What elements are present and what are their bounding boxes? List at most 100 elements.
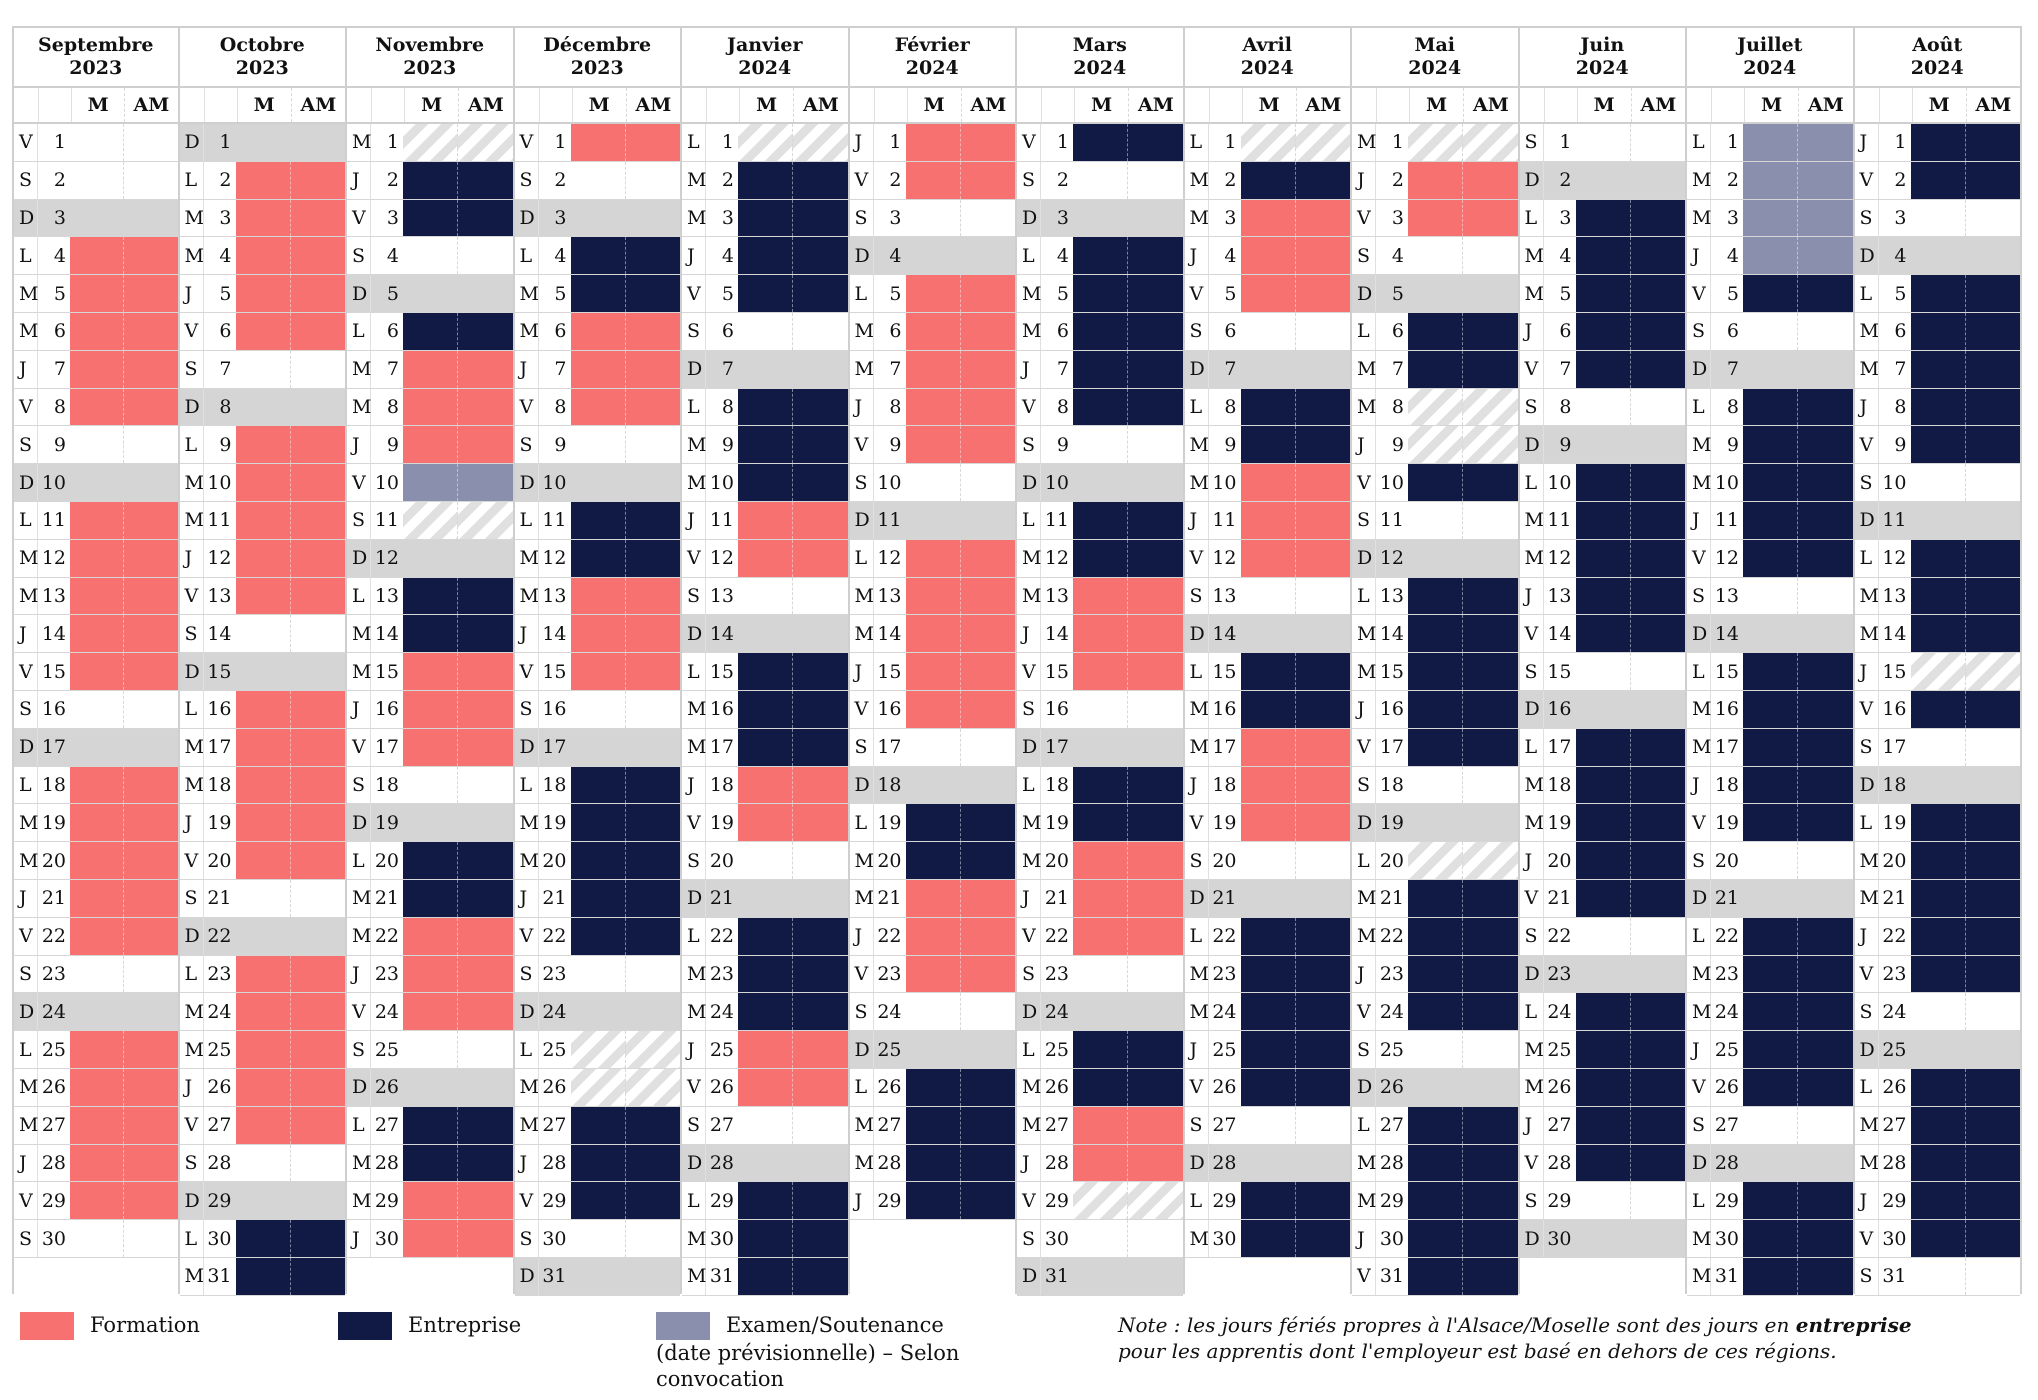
- morning-slot: [403, 993, 459, 1031]
- weekday-letter: M: [14, 313, 38, 350]
- weekday-letter: M: [1855, 313, 1879, 350]
- afternoon-slot: [290, 313, 345, 350]
- day-number: 4: [219, 244, 232, 267]
- day-number: 3: [219, 206, 232, 229]
- day-number: 10: [41, 471, 66, 494]
- morning-slot: [1408, 161, 1464, 199]
- day-row: S 10: [849, 464, 1015, 502]
- weekday-letter: M: [1855, 1144, 1879, 1182]
- day-number: 8: [386, 395, 399, 418]
- afternoon-slot: [124, 162, 177, 199]
- weekday-letter: M: [347, 880, 371, 917]
- afternoon-slot: [1798, 728, 1853, 766]
- afternoon-slot: [1630, 766, 1685, 804]
- day-row: V 22: [1017, 917, 1183, 956]
- weekday-letter: V: [515, 388, 539, 426]
- morning-slot: [738, 199, 794, 237]
- day-row: M 24: [1687, 993, 1853, 1032]
- afternoon-slot: [1295, 917, 1350, 955]
- day-number: 3: [1056, 206, 1069, 229]
- afternoon-slot: [1965, 691, 2020, 728]
- morning-slot: [738, 615, 794, 653]
- weekday-letter: J: [1352, 161, 1376, 199]
- day-row: S 13: [1184, 577, 1350, 616]
- morning-slot: [1408, 1258, 1464, 1295]
- afternoon-slot: [124, 993, 177, 1030]
- afternoon-slot: [458, 1069, 512, 1106]
- day-number: 2: [554, 169, 567, 192]
- day-number: 8: [889, 395, 902, 418]
- afternoon-slot: [793, 842, 847, 879]
- weekday-letter: D: [1520, 691, 1544, 728]
- day-number: 29: [1882, 1189, 1907, 1212]
- day-row: V 24: [1352, 993, 1518, 1032]
- morning-slot: [738, 1144, 794, 1182]
- day-number: 27: [41, 1114, 66, 1137]
- weekday-letter: V: [1352, 1258, 1376, 1295]
- weekday-letter: V: [1687, 804, 1711, 842]
- afternoon-slot: [1630, 993, 1685, 1031]
- afternoon-slot: [1296, 1107, 1350, 1144]
- morning-slot: [70, 161, 125, 199]
- afternoon-slot: [1965, 426, 2020, 464]
- day-number: 9: [386, 433, 399, 456]
- day-number: 19: [1547, 811, 1572, 834]
- morning-slot: [905, 842, 961, 879]
- day-row: M 18: [179, 766, 345, 805]
- weekday-letter: J: [1520, 1106, 1544, 1144]
- afternoon-slot: [124, 691, 177, 728]
- day-row: D 21: [1687, 880, 1853, 918]
- afternoon-slot: [960, 388, 1015, 426]
- day-number: 6: [721, 320, 734, 343]
- day-row: V 26: [1687, 1069, 1853, 1107]
- day-number: 1: [53, 131, 66, 154]
- day-number: 11: [1714, 509, 1739, 532]
- subheader-morning: M: [1075, 88, 1130, 122]
- weekday-letter: V: [1855, 426, 1879, 464]
- day-row: M 15: [347, 653, 513, 691]
- afternoon-slot: [1798, 615, 1852, 652]
- note-text: Note : les jours fériés propres à l'Alsa…: [1118, 1312, 2018, 1364]
- day-number: 19: [1044, 811, 1069, 834]
- day-row: M 27: [514, 1106, 680, 1145]
- day-number: 14: [542, 622, 567, 645]
- morning-slot: [905, 1182, 961, 1220]
- day-number: 5: [1391, 282, 1404, 305]
- weekday-letter: S: [515, 426, 539, 464]
- afternoon-slot: [291, 653, 345, 690]
- weekday-letter: M: [1687, 426, 1711, 464]
- afternoon-slot: [793, 124, 848, 161]
- morning-slot: [70, 615, 125, 653]
- subheader-blank: [1377, 88, 1410, 122]
- morning-slot: [403, 502, 459, 539]
- subheader-afternoon: AM: [300, 94, 337, 116]
- morning-slot: [571, 464, 626, 501]
- day-row: D 10: [1017, 464, 1183, 502]
- weekday-letter: M: [515, 539, 539, 577]
- weekday-letter: L: [1520, 464, 1544, 501]
- afternoon-slot: [960, 1106, 1015, 1144]
- day-number: 8: [554, 395, 567, 418]
- afternoon-slot: [1965, 1182, 2020, 1220]
- morning-slot: [1743, 1144, 1799, 1182]
- morning-slot: [738, 1220, 794, 1257]
- day-row: V 17: [1352, 728, 1518, 767]
- weekday-letter: J: [1520, 577, 1544, 615]
- day-number: 28: [374, 1151, 399, 1174]
- day-row: L 29: [1184, 1182, 1350, 1221]
- day-number: 1: [1056, 131, 1069, 154]
- weekday-letter: M: [1352, 917, 1376, 955]
- afternoon-slot: [625, 766, 680, 804]
- afternoon-slot: [124, 577, 178, 615]
- weekday-letter: V: [1352, 199, 1376, 237]
- subheader-afternoon: AM: [1472, 94, 1509, 116]
- weekday-letter: J: [14, 880, 38, 917]
- afternoon-slot: [458, 502, 513, 539]
